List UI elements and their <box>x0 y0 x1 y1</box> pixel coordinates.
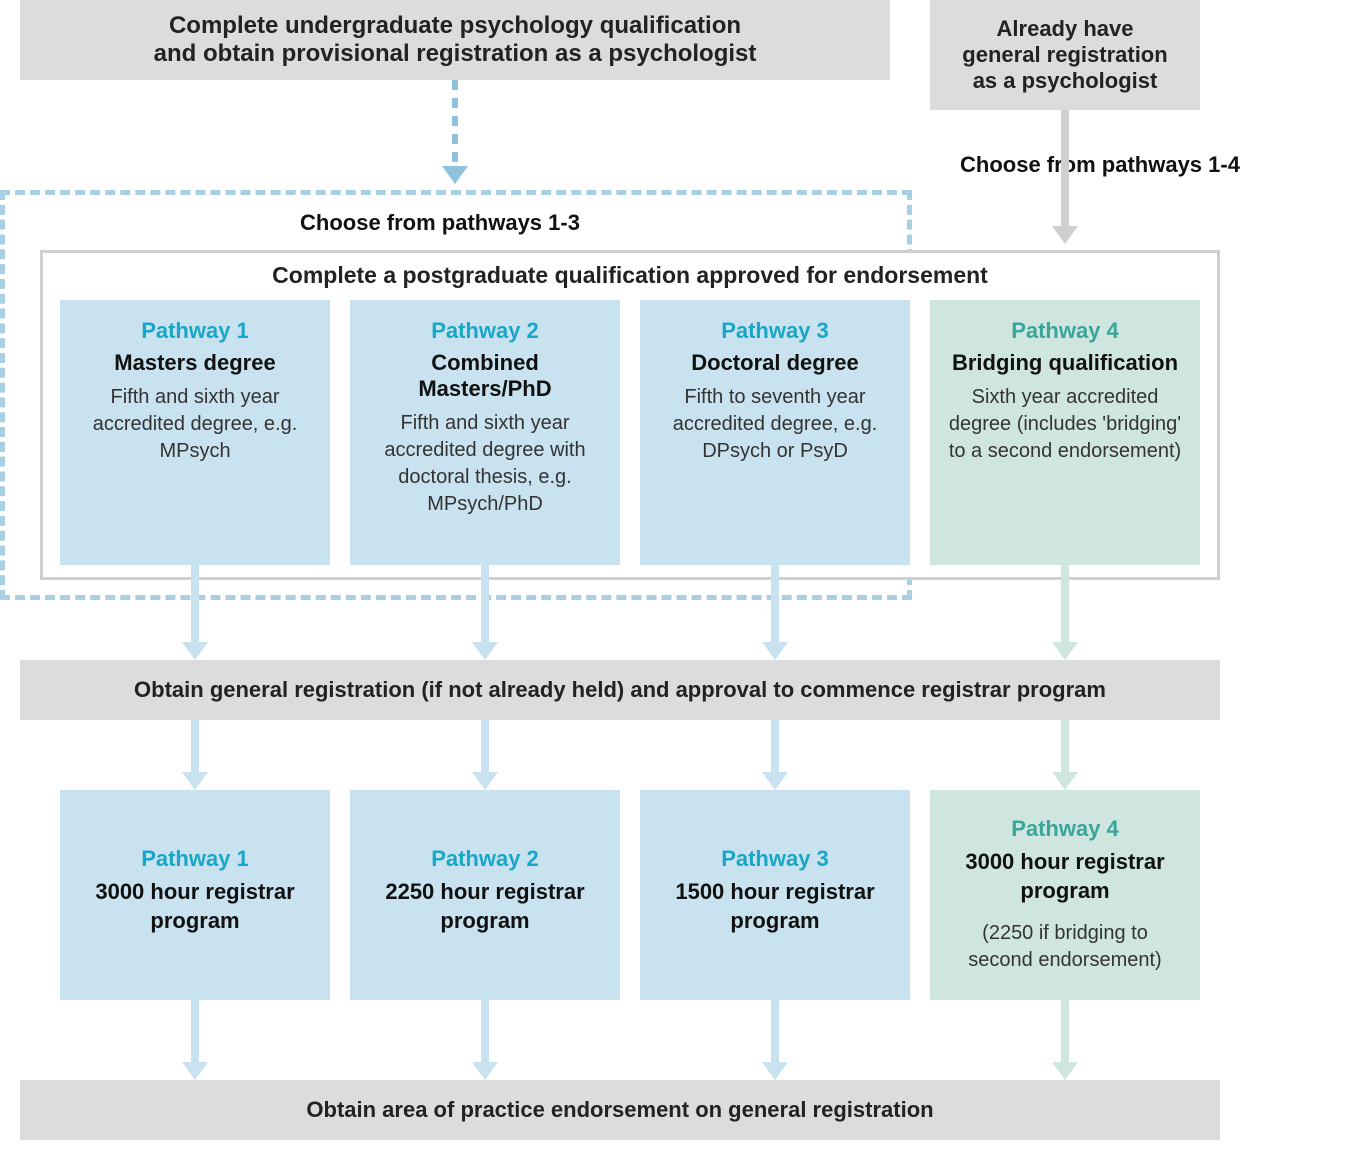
arrows-layer <box>0 0 1362 1165</box>
